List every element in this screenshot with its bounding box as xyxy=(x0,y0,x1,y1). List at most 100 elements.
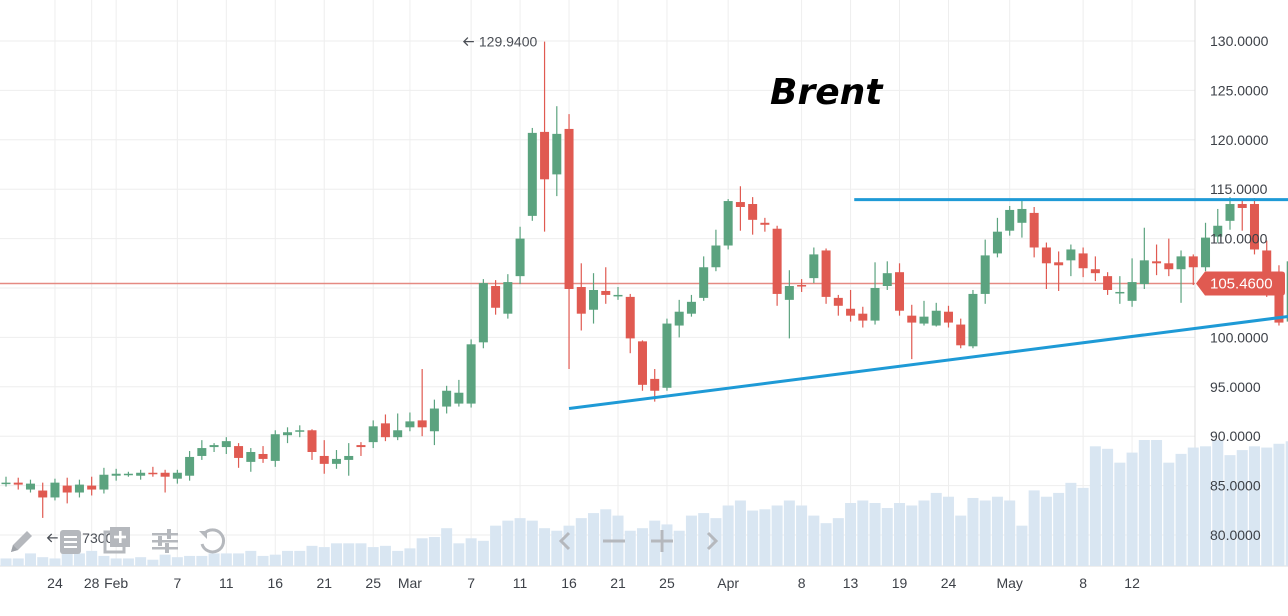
volume-bar xyxy=(820,523,832,566)
candle xyxy=(1164,238,1174,277)
candle-body xyxy=(331,458,341,464)
list-icon[interactable] xyxy=(53,524,87,558)
volume-bar xyxy=(918,500,930,566)
candle-body xyxy=(907,315,917,323)
arrow-left-icon xyxy=(46,533,58,543)
candle-body xyxy=(1005,209,1015,231)
volume-bar xyxy=(1273,443,1285,566)
volume-bar xyxy=(930,492,942,566)
volume-bar xyxy=(37,557,49,566)
candle-body xyxy=(136,472,146,476)
candle xyxy=(380,414,390,442)
y-tick-label: 95.0000 xyxy=(1210,379,1261,395)
candle-body xyxy=(1078,253,1088,269)
candle-body xyxy=(613,294,623,297)
candle xyxy=(246,448,256,472)
candle-body xyxy=(344,455,354,460)
candle-body xyxy=(601,290,611,295)
volume-bar xyxy=(1151,440,1163,566)
candle xyxy=(564,114,574,370)
volume-bar xyxy=(1224,455,1236,566)
last-price-badge-bg xyxy=(1196,271,1285,296)
volume-bar xyxy=(220,553,232,566)
candle xyxy=(576,263,586,331)
volume-bar xyxy=(1236,450,1248,566)
volume-bar xyxy=(588,513,600,566)
candle xyxy=(1115,276,1125,304)
volume-bar xyxy=(1028,490,1040,566)
candle-body xyxy=(552,133,562,175)
x-tick-label: 25 xyxy=(365,575,381,591)
y-tick-label: 90.0000 xyxy=(1210,428,1261,444)
candle xyxy=(1066,244,1076,277)
candle-body xyxy=(625,296,635,339)
candle xyxy=(552,106,562,197)
chevron-right-icon[interactable] xyxy=(697,527,725,555)
volume-bar xyxy=(330,543,342,566)
add-indicator-icon[interactable] xyxy=(100,524,134,558)
candle-body xyxy=(405,421,415,428)
volume-bar xyxy=(1285,441,1288,566)
candle-body xyxy=(99,474,109,490)
candle xyxy=(1029,206,1039,258)
volume-bar xyxy=(1175,453,1187,566)
x-tick-label: 13 xyxy=(843,575,859,591)
candle-body xyxy=(1262,250,1272,290)
volume-bar xyxy=(551,530,563,566)
y-tick-label: 80.0000 xyxy=(1210,527,1261,543)
candle-body xyxy=(491,286,501,308)
y-tick-label: 100.0000 xyxy=(1210,329,1269,345)
volume-bar xyxy=(1261,447,1273,566)
volume-bar xyxy=(881,508,893,566)
volume-bar xyxy=(1089,446,1101,566)
volume-bar xyxy=(624,530,636,566)
candle xyxy=(895,263,905,316)
high-annotation: 129.9400 xyxy=(462,34,537,50)
volume-bar xyxy=(24,553,36,566)
x-tick-label: 28 xyxy=(84,575,100,591)
candle xyxy=(760,217,770,232)
candle-body xyxy=(870,288,880,321)
candle xyxy=(148,466,158,477)
candle xyxy=(992,217,1002,258)
volume-bar xyxy=(967,497,979,566)
candle xyxy=(527,127,537,221)
candle-body xyxy=(650,378,660,391)
candle xyxy=(491,280,501,315)
settings-sliders-icon[interactable] xyxy=(148,524,182,558)
volume-bar xyxy=(979,500,991,566)
candle-body xyxy=(270,434,280,461)
candle xyxy=(307,429,317,460)
candle xyxy=(331,450,341,469)
candle xyxy=(185,451,195,481)
volume-bar xyxy=(1102,448,1114,566)
volume-bar xyxy=(1053,492,1065,566)
candle-body xyxy=(711,245,721,268)
candle xyxy=(858,306,868,328)
candle xyxy=(74,479,84,498)
volume-bar xyxy=(477,540,489,566)
volume-bar xyxy=(245,550,257,566)
chevron-left-icon[interactable] xyxy=(552,527,580,555)
volume-bar xyxy=(416,538,428,566)
volume-bar xyxy=(1212,440,1224,566)
volume-bar xyxy=(318,547,330,566)
zoom-in-icon[interactable] xyxy=(648,527,676,555)
candle xyxy=(1005,205,1015,236)
x-tick-label: May xyxy=(996,575,1022,591)
volume-bar xyxy=(734,500,746,566)
volume-bar xyxy=(759,509,771,566)
reset-icon[interactable] xyxy=(195,524,229,558)
candle-body xyxy=(540,131,550,180)
volume-bar xyxy=(343,543,355,566)
candle-body xyxy=(1274,291,1284,323)
volume-bar xyxy=(1200,446,1212,566)
zoom-out-icon[interactable] xyxy=(600,527,628,555)
pencil-icon[interactable] xyxy=(5,524,39,558)
candle-body xyxy=(319,455,329,464)
candle xyxy=(809,247,819,284)
volume-bar xyxy=(575,518,587,566)
volume-bar xyxy=(61,553,73,566)
